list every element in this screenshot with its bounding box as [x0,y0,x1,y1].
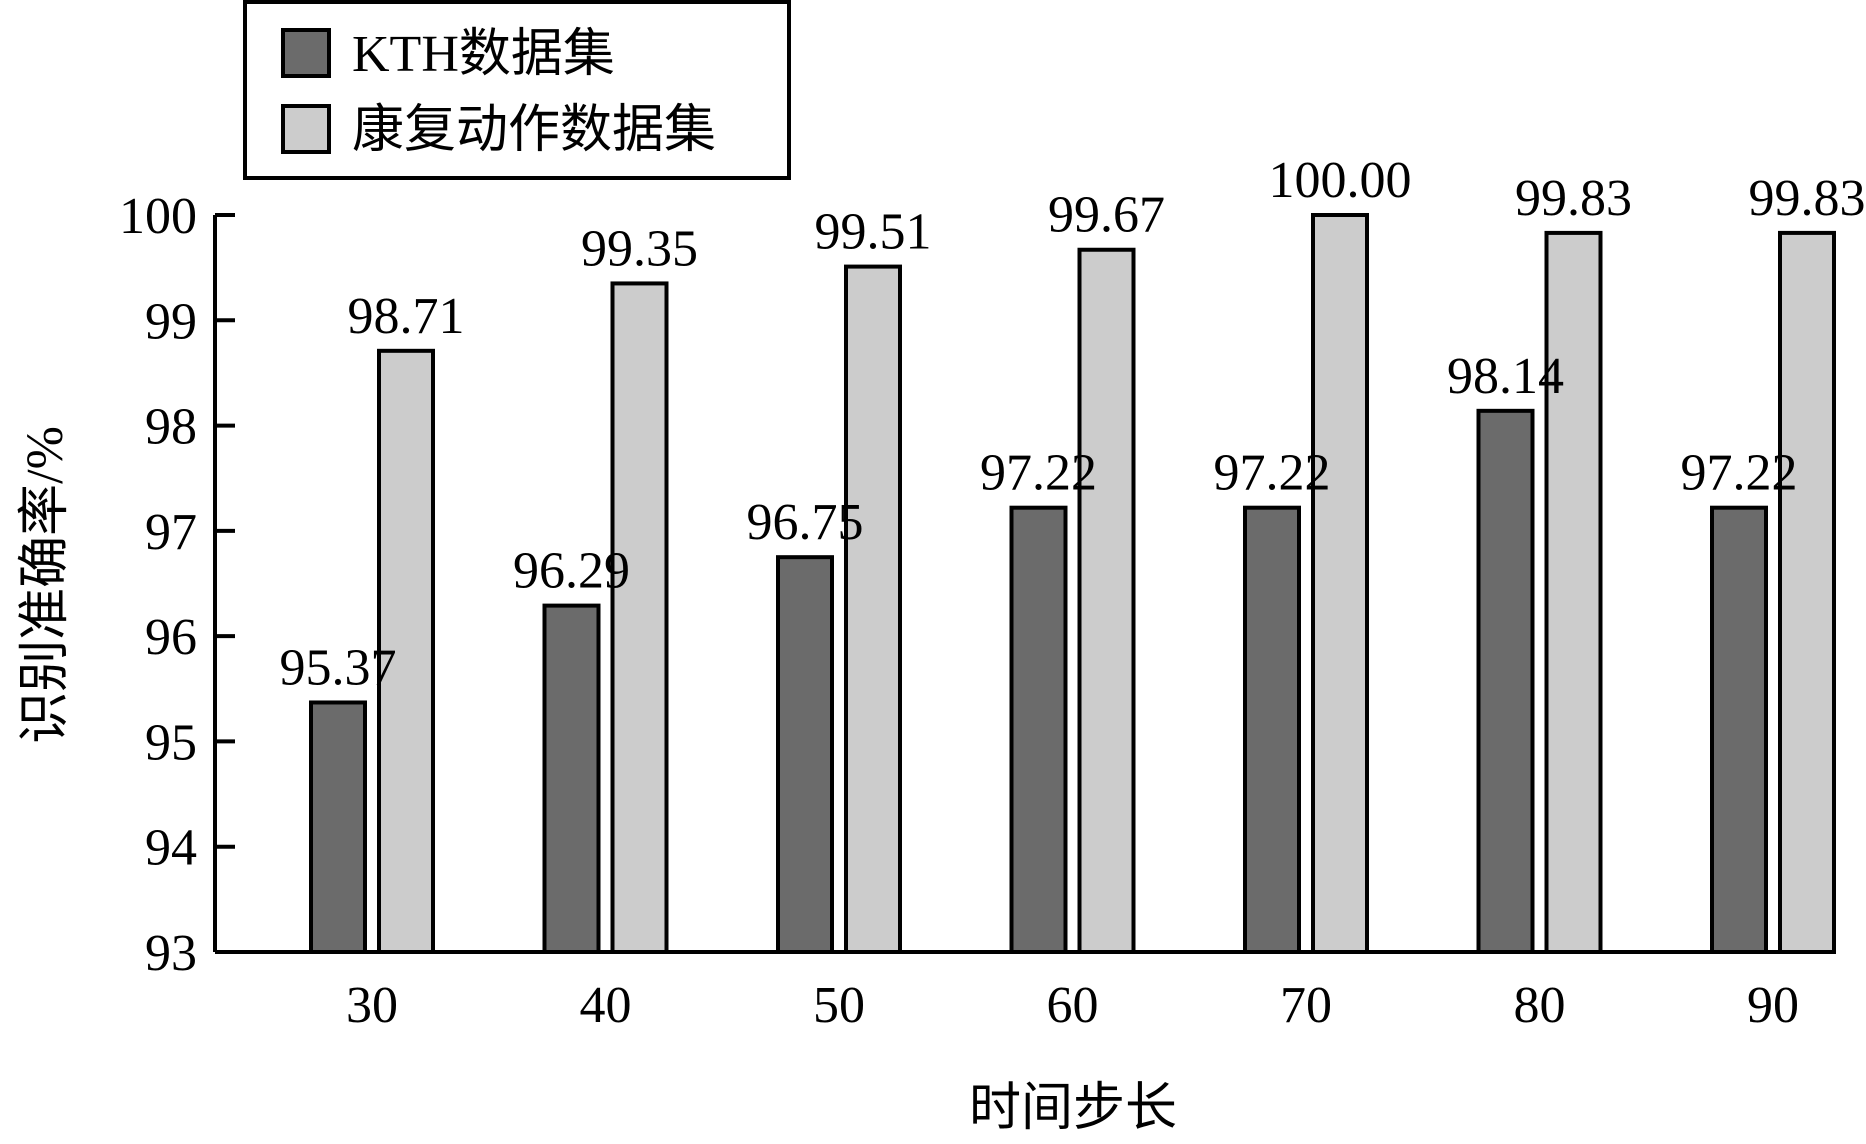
data-labels: 95.37 98.71 96.29 99.35 96.75 99.51 97.22 99.67… [280,152,1866,696]
legend-swatch [281,28,331,78]
bar-kth [1710,505,1768,954]
bar-value-label: 96.29 [513,543,630,600]
bar-rehab [1544,230,1603,955]
bar-rehab [844,264,902,954]
bar-value-label: 96.75 [747,494,864,551]
bar-value-label: 99.51 [815,204,932,261]
x-tick-label: 40 [580,977,632,1034]
y-tick-label: 96 [145,609,197,666]
bar-kth [1243,505,1301,954]
y-tick-label: 98 [145,399,197,456]
bar-value-label: 95.37 [280,639,397,696]
bar-value-label: 98.71 [348,288,465,345]
bar-kth [309,700,367,954]
bar-value-label: 99.67 [1048,187,1165,244]
bar-value-label: 100.00 [1269,152,1412,209]
bar-value-label: 99.83 [1749,170,1866,227]
bar-value-label: 99.83 [1515,170,1632,227]
bar-kth [776,555,834,955]
y-tick-label: 93 [145,925,197,982]
y-tick-label: 94 [145,820,197,877]
bar-value-label: 98.14 [1447,348,1564,405]
bar-rehab [1077,247,1136,955]
y-tick-label: 99 [145,293,197,350]
bar-rehab [1778,230,1836,955]
bar-value-label: 97.22 [1214,445,1331,502]
x-tick-label: 60 [1047,977,1099,1034]
bar-rehab [1311,213,1369,954]
x-tick-label: 30 [346,977,398,1034]
bar-value-label: 97.22 [1681,445,1798,502]
legend-label: 康复动作数据集 [352,102,716,159]
bar-value-label: 99.35 [581,220,698,277]
x-tick-label: 80 [1514,977,1566,1034]
x-tick-label: 50 [813,977,865,1034]
bar-rehab [377,348,435,955]
bars [309,213,1836,955]
legend-label: KTH数据集 [352,26,615,83]
y-tick-label: 95 [145,714,197,771]
y-axis-title: 识别准确率/% [17,426,74,744]
y-tick-label: 100 [119,188,197,245]
x-axis-title: 时间步长 [969,1080,1177,1137]
axes: 93 94 95 96 97 98 99 100 识别准确率/% 时间步长 30 40 50 60 70 80… [17,188,1836,1137]
x-tick-label: 70 [1280,977,1332,1034]
bar-rehab [610,281,669,954]
x-tick-label: 90 [1747,977,1799,1034]
legend-box [243,0,791,180]
legend-swatch [281,104,331,154]
bar-kth [1009,505,1068,954]
bar-value-label: 97.22 [980,445,1097,502]
bar-kth [542,603,601,954]
bar-kth [1476,408,1535,954]
y-tick-label: 97 [145,504,197,561]
